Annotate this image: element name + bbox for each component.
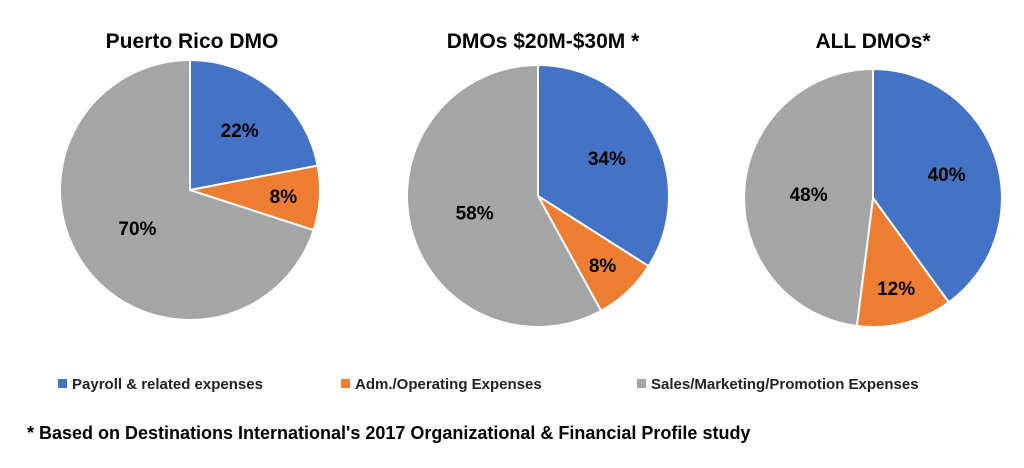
- legend-swatch: [341, 379, 350, 388]
- pie-slice-adm-operating-expenses: [855, 195, 951, 328]
- pie-chart-3: ALL DMOs* 40% 12% 48%: [743, 30, 1003, 328]
- legend-item-payroll-related-expenses: Payroll & related expenses: [58, 376, 263, 393]
- pie-title: Puerto Rico DMO: [106, 30, 279, 53]
- slice-data-label: 22%: [221, 121, 259, 142]
- slice-data-label: 70%: [118, 219, 156, 240]
- footnote: * Based on Destinations International's …: [27, 423, 751, 443]
- legend-item-sales-marketing-promotion-expenses: Sales/Marketing/Promotion Expenses: [637, 376, 919, 393]
- legend-swatch: [58, 379, 67, 388]
- pie-slice-sales-marketing-promotion-expenses: [59, 58, 315, 321]
- slice-data-label: 34%: [588, 149, 626, 170]
- slice-data-label: 8%: [270, 187, 298, 208]
- pie-slice-payroll-related-expenses: [872, 67, 1003, 304]
- slice-data-label: 40%: [928, 165, 966, 186]
- slice-data-label: 58%: [456, 203, 494, 224]
- legend-label: Payroll & related expenses: [72, 376, 263, 393]
- pie-chart-1: Puerto Rico DMO 22% 8% 70%: [59, 30, 321, 321]
- pie-slice-payroll-related-expenses: [189, 58, 319, 192]
- legend-label: Sales/Marketing/Promotion Expenses: [651, 376, 919, 393]
- legend: Payroll & related expenses Adm./Operating…: [58, 376, 919, 393]
- pie-chart-2: DMOs $20M-$30M * 34% 8% 58%: [406, 30, 670, 328]
- pie-title: DMOs $20M-$30M *: [447, 30, 640, 53]
- pie-charts: Puerto Rico DMO 22% 8% 70% DMOs $20M-$30M * 3…: [59, 30, 1003, 328]
- legend-swatch: [637, 379, 646, 388]
- pie-slice-sales-marketing-promotion-expenses: [406, 63, 603, 328]
- slice-data-label: 48%: [790, 185, 828, 206]
- pie-slice-sales-marketing-promotion-expenses: [743, 67, 874, 328]
- slice-data-label: 12%: [877, 279, 915, 300]
- legend-label: Adm./Operating Expenses: [355, 376, 542, 393]
- legend-item-adm-operating-expenses: Adm./Operating Expenses: [341, 376, 542, 393]
- pie-title: ALL DMOs*: [815, 30, 931, 53]
- slice-data-label: 8%: [589, 256, 617, 277]
